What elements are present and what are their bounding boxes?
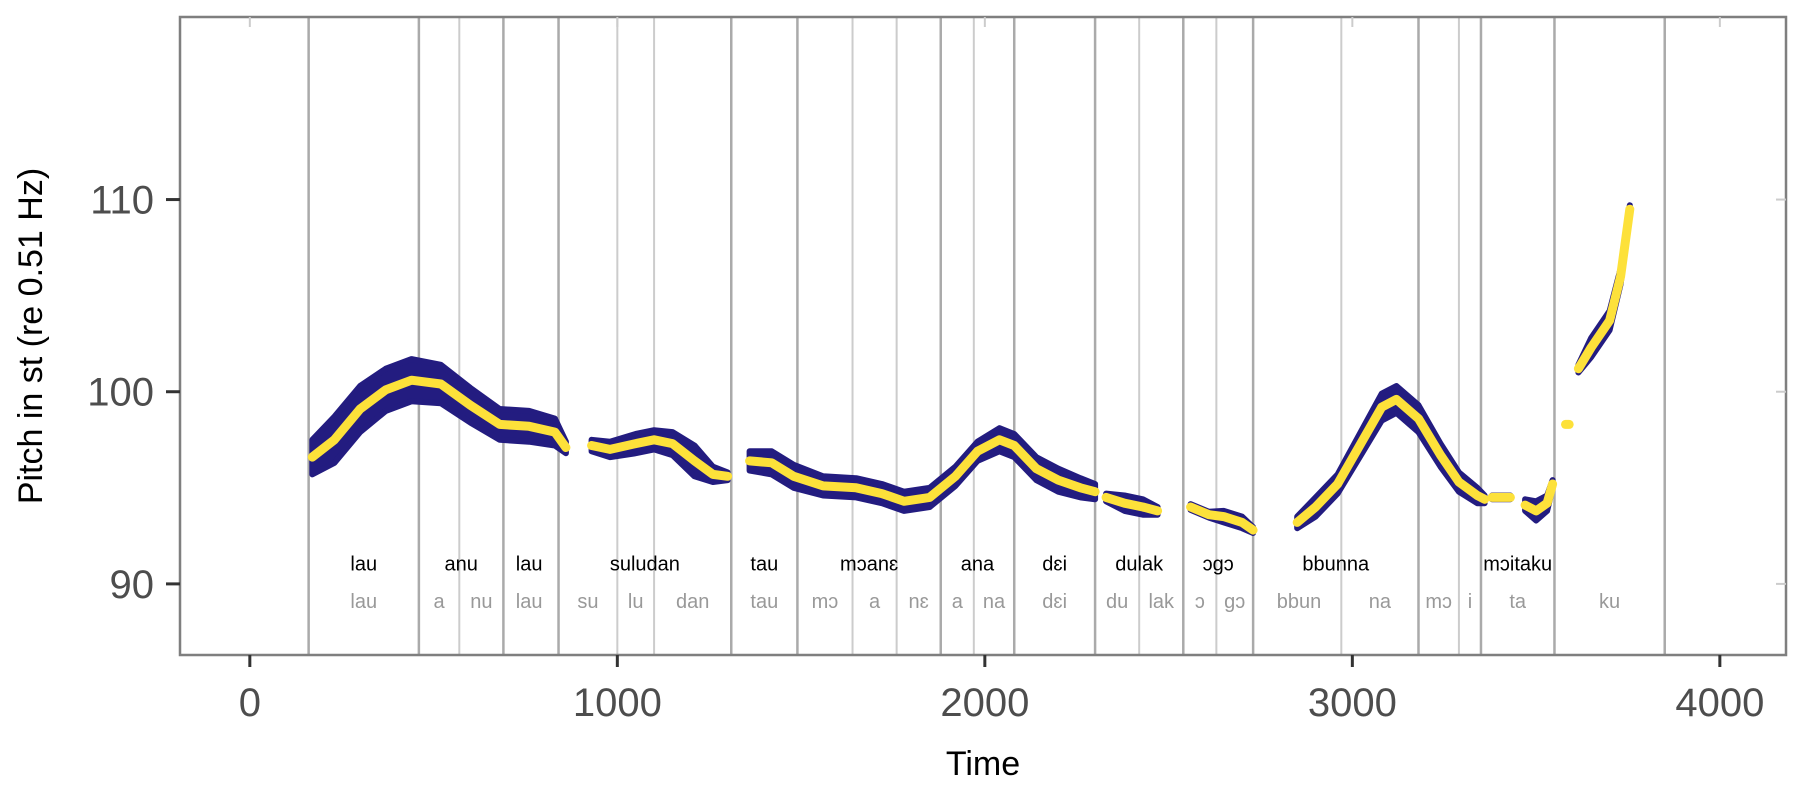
syllable-label: i [1468,591,1472,613]
syllable-label: nu [470,591,492,613]
word-label: lau [516,553,543,575]
pitch-curve-segment [307,375,571,462]
segment-labels: lau anu lau suludan tau mɔanɛ ana dɛi dulak ɔgɔ bb… [350,553,1620,612]
x-tick-label: 3000 [1308,681,1397,725]
word-label: ana [961,553,995,575]
syllable-label: tau [750,591,778,613]
axes: 0 1000 2000 3000 4000 90 100 110 [87,17,1786,725]
x-tick-label: 1000 [573,681,662,725]
syllable-label: dɛi [1042,591,1067,613]
pitch-curve [307,204,1635,535]
syllable-label: su [577,591,598,613]
pitch-curve-segment [1520,479,1558,516]
word-label: ɔgɔ [1203,553,1234,575]
syllable-label: a [434,591,446,613]
x-tick-label: 2000 [940,681,1029,725]
y-tick-label: 100 [87,371,154,415]
syllable-label: ɔ [1195,591,1205,613]
pitch-curve-segment [1101,492,1163,516]
syllable-label: ta [1509,591,1527,613]
panel-border [178,15,1788,657]
syllable-label: gɔ [1224,591,1245,613]
syllable-label: lak [1148,591,1175,613]
word-label: dɛi [1042,553,1067,575]
syllable-label: na [983,591,1006,613]
pitch-band-segment [309,356,569,478]
syllable-label: na [1369,591,1392,613]
word-label: suludan [610,553,680,575]
x-tick-label: 0 [239,681,261,725]
syllable-label: a [952,591,964,613]
syllable-label: bbun [1277,591,1322,613]
segment-boundaries [307,17,1666,655]
word-label: anu [444,553,477,575]
word-label: tau [750,553,778,575]
syllable-label: mɔ [812,591,839,613]
syllable-label: nɛ [909,591,929,613]
syllable-label: du [1106,591,1128,613]
pitch-curve-segment [1573,204,1635,374]
syllable-label: ku [1599,591,1620,613]
syllable-label: a [869,591,881,613]
syllable-label: mɔ [1425,591,1452,613]
x-tick-label: 4000 [1675,681,1764,725]
syllable-label: lau [516,591,543,613]
pitch-curve-segment [587,435,733,481]
word-label: bbunna [1302,553,1370,575]
word-label: mɔitaku [1483,553,1552,575]
syllable-label: lau [350,591,377,613]
word-label: lau [350,553,377,575]
syllable-label: dan [676,591,709,613]
word-label: dulak [1115,553,1164,575]
syllable-label: lu [628,591,644,613]
x-axis-title: Time [946,745,1020,783]
pitch-curve-segment [1292,394,1490,527]
y-tick-label: 110 [90,179,154,223]
word-label: mɔanɛ [840,553,898,575]
pitch-curve-segment [1186,502,1258,535]
y-tick-label: 90 [110,563,155,607]
y-axis-title: Pitch in st (re 0.51 Hz) [12,168,50,504]
pitch-curve-segment [745,435,1100,506]
